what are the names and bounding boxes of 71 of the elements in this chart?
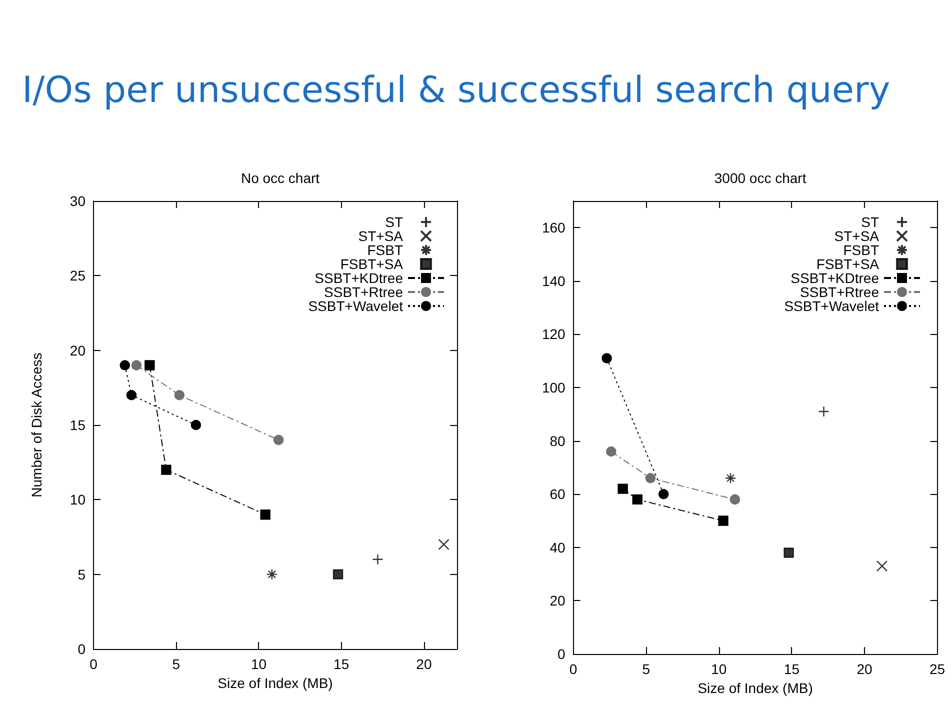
x-tick-label: 5 [172, 656, 180, 672]
legend-label: FSBT [843, 242, 880, 258]
y-tick-label: 100 [542, 380, 566, 396]
legend-label: ST [385, 214, 404, 230]
point [190, 420, 202, 430]
y-tick-label: 120 [542, 326, 566, 342]
y-tick-label: 140 [542, 272, 566, 289]
legend-label: ST+SA [834, 228, 880, 244]
point [126, 390, 137, 400]
legend-label: SSBT+KDtree [790, 270, 880, 286]
y-tick-label: 15 [70, 417, 86, 433]
point [161, 464, 172, 475]
point [332, 569, 344, 580]
y-tick-label: 80 [550, 432, 566, 449]
x-tick-label: 20 [416, 656, 432, 672]
x-tick-label: 5 [642, 661, 650, 677]
y-tick-label: 40 [550, 539, 566, 556]
point [120, 360, 130, 370]
y-tick-label: 0 [558, 646, 566, 662]
text: I/Os per unsuccessful & successful search query [22, 70, 892, 111]
legend-label: ST [861, 214, 880, 230]
point [144, 360, 155, 370]
x-tick-label: 10 [250, 656, 267, 672]
x-tick-label: 15 [784, 661, 800, 677]
legend-label: FSBT+SA [816, 256, 880, 272]
x-tick-label: 15 [334, 656, 350, 672]
point [724, 472, 736, 484]
legend-label: FSBT [367, 242, 404, 258]
x-tick-label: 25 [930, 661, 946, 677]
chart-title: No occ chart [240, 170, 320, 186]
point [602, 353, 612, 364]
x-tick-label: 10 [711, 661, 727, 677]
legend-label: SSBT+Rtree [800, 284, 880, 300]
legend-label: ST+SA [358, 228, 404, 244]
point [718, 516, 728, 526]
point [618, 484, 628, 494]
point [273, 434, 284, 446]
point [658, 489, 669, 500]
point [131, 360, 142, 370]
point [266, 568, 278, 580]
legend-label: SSBT+Wavelet [784, 298, 880, 314]
y-tick-label: 60 [550, 486, 566, 502]
point [876, 560, 888, 572]
y-tick-label: 20 [550, 592, 566, 609]
y-tick-label: 25 [70, 268, 86, 284]
x-tick-label: 0 [90, 656, 98, 672]
chart-title: 3000 occ chart [714, 170, 806, 186]
legend-label: SSBT+Rtree [324, 284, 404, 300]
point [730, 494, 740, 505]
point [645, 473, 656, 484]
legend-label: SSBT+KDtree [314, 270, 404, 286]
x-axis-title: Size of Index (MB) [698, 680, 813, 696]
y-tick-label: 160 [542, 220, 566, 236]
point [784, 548, 794, 558]
point [818, 406, 830, 418]
point [438, 538, 450, 550]
y-tick-label: 20 [70, 342, 86, 358]
point [260, 510, 270, 520]
point [174, 390, 185, 400]
legend-label: SSBT+Wavelet [308, 298, 404, 314]
y-tick-label: 0 [78, 641, 86, 657]
x-tick-label: 20 [856, 661, 872, 677]
y-tick-label: 5 [78, 566, 86, 582]
point [632, 494, 642, 505]
x-tick-label: 0 [569, 661, 578, 677]
y-tick-label: 30 [70, 193, 86, 209]
x-axis-title: Size of Index (MB) [218, 674, 333, 691]
y-axis-title: Number of Disk Access [28, 352, 44, 498]
point [606, 446, 616, 457]
y-tick-label: 10 [70, 492, 86, 508]
legend-label: FSBT+SA [340, 256, 404, 272]
